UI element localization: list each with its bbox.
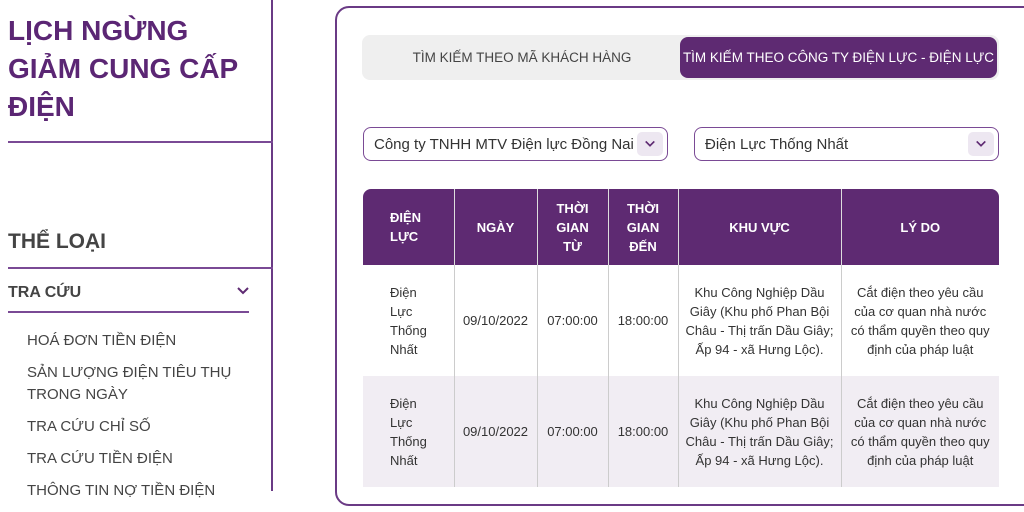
sidebar-menu: HOÁ ĐƠN TIỀN ĐIỆN SẢN LƯỢNG ĐIỆN TIÊU TH… — [27, 330, 257, 512]
table-row: Điện Lực Thống Nhất 09/10/2022 07:00:00 … — [363, 376, 999, 487]
header-khu-vuc: KHU VỰC — [678, 189, 842, 265]
cell-dien-luc: Điện Lực Thống Nhất — [363, 376, 455, 487]
sidebar-item-no-tien-dien[interactable]: THÔNG TIN NỢ TIỀN ĐIỆN — [27, 482, 216, 499]
header-ngay: NGÀY — [454, 189, 538, 265]
company-select[interactable]: Công ty TNHH MTV Điện lực Đồng Nai — [363, 127, 668, 161]
sidebar-item-tien-dien[interactable]: TRA CỨU TIỀN ĐIỆN — [27, 450, 173, 467]
cell-ngay: 09/10/2022 — [454, 376, 538, 487]
cell-ly-do: Cắt điện theo yêu cầu của cơ quan nhà nư… — [841, 376, 999, 487]
cell-tu: 07:00:00 — [537, 376, 609, 487]
divider — [8, 141, 273, 143]
divider — [8, 267, 273, 269]
cell-dien-luc: Điện Lực Thống Nhất — [363, 265, 455, 376]
header-den: THỜI GIAN ĐẾN — [608, 189, 679, 265]
header-tu: THỜI GIAN TỪ — [537, 189, 609, 265]
cell-den: 18:00:00 — [608, 376, 679, 487]
cell-khu-vuc: Khu Công Nghiệp Dầu Giây (Khu phố Phan B… — [678, 265, 842, 376]
cell-den: 18:00:00 — [608, 265, 679, 376]
sidebar: LỊCH NGỪNG GIẢM CUNG CẤP ĐIỆN THỂ LOẠI T… — [0, 0, 273, 499]
cell-ngay: 09/10/2022 — [454, 265, 538, 376]
unit-select[interactable]: Điện Lực Thống Nhất — [694, 127, 999, 161]
category-heading: THỂ LOẠI — [8, 230, 106, 253]
header-ly-do: LÝ DO — [841, 189, 999, 265]
table-row: Điện Lực Thống Nhất 09/10/2022 07:00:00 … — [363, 265, 999, 376]
outage-table-wrapper: ĐIỆN LỰC NGÀY THỜI GIAN TỪ THỜI GIAN ĐẾN… — [363, 189, 999, 499]
page-title: LỊCH NGỪNG GIẢM CUNG CẤP ĐIỆN — [8, 15, 238, 122]
tab-power-company[interactable]: TÌM KIẾM THEO CÔNG TY ĐIỆN LỰC - ĐIỆN LỰ… — [680, 37, 997, 78]
sidebar-item-chi-so[interactable]: TRA CỨU CHỈ SỐ — [27, 418, 151, 435]
cell-ly-do: Cắt điện theo yêu cầu của cơ quan nhà nư… — [850, 284, 990, 357]
chevron-down-icon[interactable] — [637, 132, 663, 156]
search-tabs: TÌM KIẾM THEO MÃ KHÁCH HÀNG TÌM KIẾM THE… — [362, 35, 999, 80]
divider — [8, 311, 249, 313]
outage-table: ĐIỆN LỰC NGÀY THỜI GIAN TỪ THỜI GIAN ĐẾN… — [363, 189, 999, 487]
sidebar-item-san-luong[interactable]: SẢN LƯỢNG ĐIỆN TIÊU THỤ TRONG NGÀY — [27, 364, 232, 403]
unit-select-value: Điện Lực Thống Nhất — [705, 135, 849, 153]
tab-customer-code[interactable]: TÌM KIẾM THEO MÃ KHÁCH HÀNG — [412, 50, 632, 65]
chevron-down-icon[interactable] — [968, 132, 994, 156]
chevron-down-icon[interactable] — [236, 284, 250, 298]
company-select-value: Công ty TNHH MTV Điện lực Đồng Nai — [374, 135, 634, 153]
sidebar-item-hoa-don[interactable]: HOÁ ĐƠN TIỀN ĐIỆN — [27, 332, 177, 349]
cell-khu-vuc: Khu Công Nghiệp Dầu Giây (Khu phố Phan B… — [678, 376, 842, 487]
cell-tu: 07:00:00 — [537, 265, 609, 376]
section-toggle-tra-cuu[interactable]: TRA CỨU — [8, 284, 82, 301]
header-dien-luc: ĐIỆN LỰC — [363, 189, 455, 265]
